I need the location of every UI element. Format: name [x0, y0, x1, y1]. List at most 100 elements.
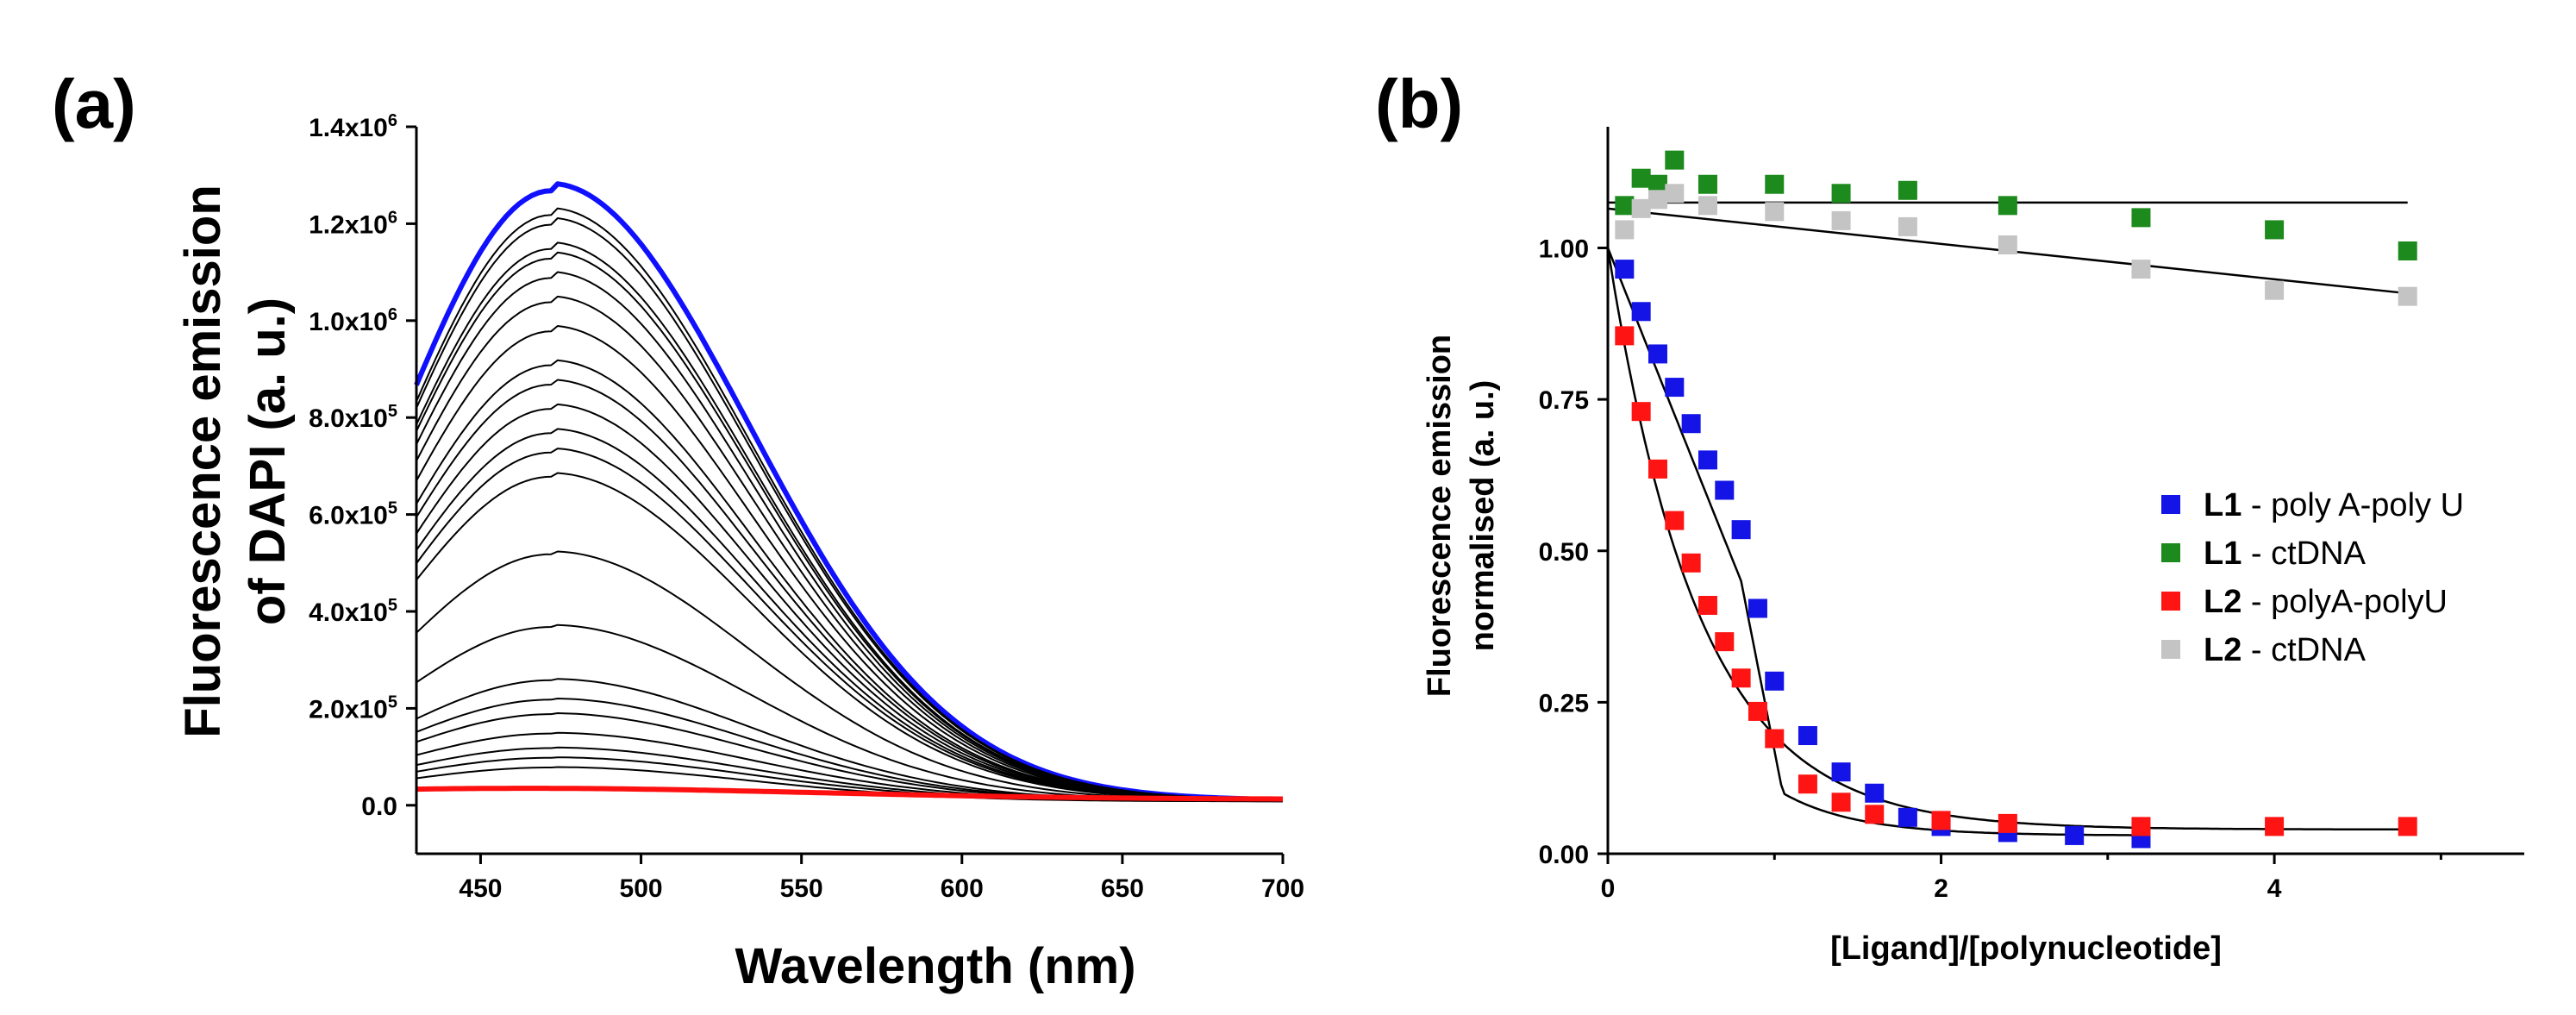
- panel-b-y-tick-label: 0.25: [1539, 689, 1589, 717]
- panel-a-y-tick-label: 1.4x106: [309, 111, 397, 142]
- panel-b-data-point: [1681, 414, 1701, 434]
- panel-a-y-tick-label: 1.2x106: [309, 208, 397, 239]
- panel-a-series-step: [416, 379, 1284, 801]
- panel-b-data-point: [2131, 817, 2151, 836]
- panel-b-data-point: [2265, 280, 2285, 300]
- panel-a-series-step: [416, 550, 1284, 802]
- panel-a-y-tick-label: 2.0x105: [309, 692, 397, 724]
- panel-b-data-point: [1865, 783, 1885, 803]
- panel-b-y-axis-label-line2: normalised (a. u.): [1465, 380, 1501, 652]
- legend-swatch: [2161, 495, 2180, 514]
- panel-a-series-step: [416, 623, 1283, 802]
- panel-b-x-tick-label: 2: [1934, 874, 1948, 903]
- panel-b-data-point: [1931, 811, 1951, 830]
- panel-b-data-point: [1731, 668, 1751, 688]
- panel-b-data-point: [2398, 241, 2417, 261]
- panel-b-data-point: [1615, 326, 1635, 346]
- panel-b-fit-line: [1606, 247, 2138, 836]
- panel-b-data-point: [1831, 184, 1851, 204]
- panel-b-data-point: [1648, 174, 1667, 194]
- panel-b-data-point: [1631, 402, 1651, 422]
- panel-b-data-point: [1698, 174, 1717, 194]
- panel-b-data-point: [1748, 598, 1767, 618]
- panel-b-data-point: [1698, 196, 1717, 216]
- panel-b-data-point: [1715, 480, 1735, 500]
- panel-b-axes: 0 2 4 0.00 0.25 0.50 0.75 1.00: [1539, 127, 2524, 903]
- panel-b-data-point: [1665, 511, 1685, 530]
- legend-swatch: [2161, 543, 2180, 562]
- panel-b-data-point: [1715, 632, 1735, 652]
- panel-b-data-point: [1765, 729, 1785, 749]
- panel-b-scatter-chart: (b) 0 2 4 0.00 0.25 0.50 0.75 1.00 [Ligand]/[po…: [1375, 66, 2524, 967]
- panel-a-x-tick-label: 450: [459, 874, 502, 903]
- legend-label: L1 - poly A-poly U: [2204, 487, 2464, 523]
- panel-b-data-point: [1998, 235, 2017, 254]
- panel-a-series-step: [416, 217, 1284, 801]
- panel-a-y-tick-label: 8.0x105: [309, 402, 397, 433]
- legend-label: L2 - ctDNA: [2204, 632, 2367, 668]
- panel-b-data-point: [1665, 378, 1685, 398]
- panel-b-data-point: [2398, 286, 2417, 306]
- panel-a-x-tick-label: 500: [620, 874, 663, 903]
- panel-b-data-point: [1615, 196, 1635, 216]
- panel-b-data-point: [1665, 150, 1685, 170]
- panel-b-data-point: [1798, 774, 1817, 794]
- panel-a-series-step: [416, 678, 1283, 802]
- panel-b-data-point: [1765, 202, 1785, 222]
- panel-b-y-tick-label: 1.00: [1539, 235, 1589, 264]
- panel-b-data-point: [2131, 260, 2151, 279]
- legend-swatch: [2161, 592, 2180, 611]
- panel-b-data-point: [1631, 302, 1651, 322]
- panel-b-data-point: [1831, 762, 1851, 782]
- panel-a-axes: 450 500 550 600 650 700 0.0 2.0x105 4.0x105 6.0x1…: [309, 111, 1304, 903]
- panel-b-data-point: [1681, 553, 1701, 573]
- panel-a-series-step: [416, 295, 1284, 801]
- panel-a-y-tick-label: 6.0x105: [309, 499, 397, 530]
- panel-a-x-axis-label: Wavelength (nm): [735, 938, 1135, 994]
- panel-a-series-step: [416, 241, 1284, 801]
- panel-a-series-initial: [414, 181, 1284, 803]
- panel-b-x-axis-label: [Ligand]/[polynucleotide]: [1830, 930, 2222, 967]
- panel-b-x-tick-label: 0: [1601, 874, 1616, 903]
- panel-a-y-tick-label: 1.0x106: [309, 305, 397, 336]
- panel-b-data-point: [1998, 813, 2017, 833]
- panel-b-data-point: [2398, 817, 2417, 836]
- panel-b-data-point: [2131, 208, 2151, 228]
- panel-b-data-point: [1698, 450, 1717, 470]
- panel-b-data-point: [1765, 174, 1785, 194]
- panel-b-data-point: [1615, 220, 1635, 240]
- panel-b-data-point: [1765, 671, 1785, 691]
- panel-b-data-point: [1631, 198, 1651, 218]
- legend-label: L2 - polyA-polyU: [2204, 584, 2448, 620]
- panel-b-data-point: [2265, 220, 2285, 240]
- panel-a-y-tick-label: 4.0x105: [309, 596, 397, 627]
- panel-b-y-tick-label: 0.50: [1539, 538, 1589, 567]
- panel-a-series-step: [416, 207, 1284, 801]
- panel-b-y-tick-label: 0.00: [1539, 841, 1589, 869]
- panel-b-y-axis-label-line1: Fluorescence emission: [1422, 335, 1458, 697]
- panel-a-spectra-chart: (a) 450 500 550 600 650 700 0.0 2.0x105 4.0x105 6…: [52, 66, 1304, 994]
- panel-b-data-point: [1831, 793, 1851, 812]
- panel-a-series-final: [416, 786, 1283, 802]
- panel-b-data-point: [1648, 344, 1667, 364]
- panel-b-data-point: [1665, 184, 1685, 204]
- panel-a-x-tick-label: 700: [1261, 874, 1304, 903]
- panel-b-data-point: [1698, 595, 1717, 615]
- panel-a-series-step: [416, 766, 1283, 803]
- panel-b-data-point: [1798, 726, 1817, 746]
- panel-b-data-point: [1615, 260, 1635, 279]
- panel-b-data-point: [1648, 190, 1667, 210]
- panel-a-x-tick-label: 550: [780, 874, 823, 903]
- panel-b-data-point: [1748, 701, 1767, 721]
- panel-b-data-point: [2265, 817, 2285, 836]
- panel-b-data-point: [1631, 168, 1651, 188]
- panel-b-data-point: [1731, 520, 1751, 540]
- panel-a-x-tick-label: 600: [941, 874, 984, 903]
- panel-a-y-tick-label: 0.0: [361, 793, 397, 821]
- panel-a-y-axis-label-line1: Fluorescence emission: [175, 185, 231, 737]
- panel-b-data-point: [1865, 805, 1885, 824]
- panel-a-y-axis-label-line2: of DAPI (a. u.): [240, 298, 296, 625]
- panel-b-legend: L1 - poly A-poly U L1 - ctDNA L2 - polyA-p…: [2161, 487, 2464, 668]
- panel-b-data-point: [1831, 210, 1851, 230]
